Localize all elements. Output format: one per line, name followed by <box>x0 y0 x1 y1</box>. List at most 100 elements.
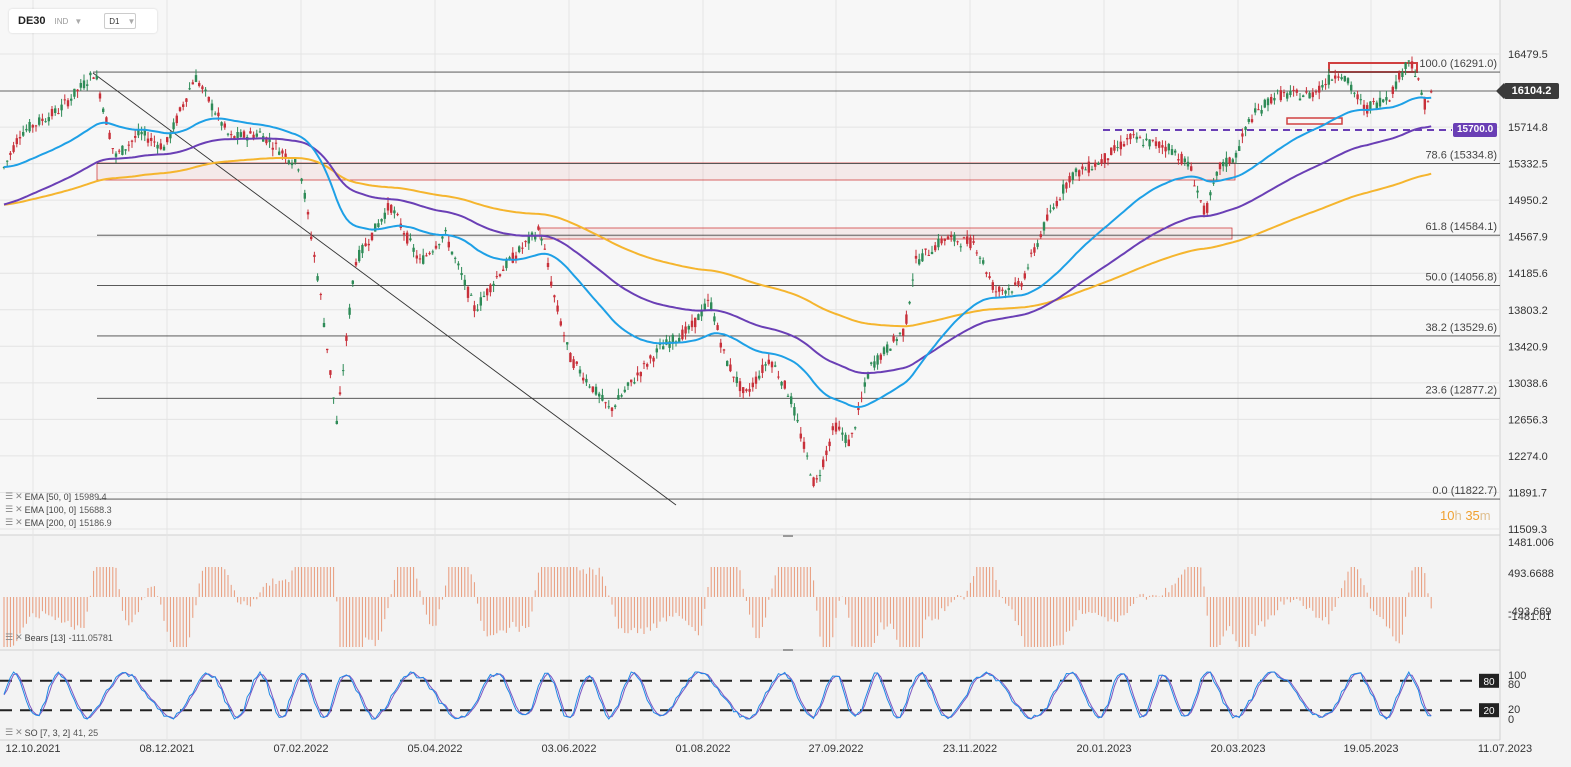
timer-hours-unit: h <box>1454 508 1462 523</box>
candle-body <box>428 252 431 255</box>
settings-icon[interactable]: ☰ <box>5 727 13 737</box>
settings-icon[interactable]: ☰ <box>5 504 13 514</box>
close-icon[interactable]: ✕ <box>15 632 22 642</box>
candle-body <box>1308 92 1311 99</box>
settings-icon[interactable]: ☰ <box>5 517 13 527</box>
candle-body <box>1046 214 1049 221</box>
legend-bears[interactable]: ☰ ✕ Bears [13] -111.05781 <box>5 632 113 643</box>
candle-body <box>1340 77 1343 80</box>
time-axis-label: 19.05.2023 <box>1343 743 1398 755</box>
candle-body <box>73 88 76 97</box>
candle-body <box>12 145 15 152</box>
candle-body <box>1081 166 1084 170</box>
candle-body <box>268 139 271 143</box>
candle-body <box>1362 104 1366 110</box>
candle-body <box>521 247 524 249</box>
candle-body <box>204 89 207 91</box>
candle-body <box>409 238 412 241</box>
bears-axis-label: 493.6688 <box>1508 568 1554 580</box>
candle-body <box>738 381 742 392</box>
candle-body <box>89 72 92 76</box>
candle-body <box>566 342 569 345</box>
candle-body <box>1164 146 1167 152</box>
candle-body <box>207 96 210 102</box>
candle-body <box>1215 171 1218 176</box>
candle-body <box>1167 143 1170 151</box>
candle-body <box>1430 91 1433 93</box>
instrument-class: IND <box>54 16 69 26</box>
candle-body <box>1177 159 1180 161</box>
legend-ema100[interactable]: ☰ ✕ EMA [100, 0] 15688.3 <box>5 504 112 515</box>
candle-body <box>620 395 623 397</box>
candle-body <box>892 336 895 342</box>
candle-body <box>1094 162 1097 167</box>
legend-label: EMA [50, 0] <box>24 491 72 502</box>
candle-body <box>1311 92 1314 98</box>
candle-body <box>1279 90 1282 101</box>
candle-body <box>380 219 383 222</box>
legend-so[interactable]: ☰ ✕ SO [7, 3, 2] 41, 25 <box>5 727 98 738</box>
candle-body <box>598 393 601 397</box>
candle-body <box>1071 172 1074 181</box>
candle-body <box>188 88 191 90</box>
chevron-down-icon[interactable]: ▼ <box>74 16 83 26</box>
candle-body <box>1250 119 1254 123</box>
candle-body <box>306 211 310 215</box>
candle-body <box>1228 157 1231 164</box>
candle-body <box>1266 98 1270 106</box>
legend-ema50[interactable]: ☰ ✕ EMA [50, 0] 15989.4 <box>5 491 107 502</box>
candle-body <box>751 382 754 388</box>
symbol-label[interactable]: DE30 <box>18 15 46 27</box>
timeframe-select[interactable]: D1 ▼ <box>104 13 137 29</box>
resistance-zone <box>539 227 1233 240</box>
candle-body <box>34 125 38 127</box>
chevron-down-icon: ▼ <box>127 16 136 26</box>
candle-body <box>937 238 940 248</box>
candle-body <box>847 439 850 447</box>
settings-icon[interactable]: ☰ <box>5 491 13 501</box>
settings-icon[interactable]: ☰ <box>5 632 13 642</box>
candle-body <box>726 360 729 367</box>
candle-body <box>1161 145 1164 148</box>
candle-body <box>274 142 278 144</box>
candle-body <box>930 251 934 255</box>
close-icon[interactable]: ✕ <box>15 517 22 527</box>
so-axis-label: 80 <box>1508 679 1520 691</box>
candle-body <box>1286 93 1289 99</box>
so-axis-label: 20 <box>1508 704 1520 716</box>
ema-lines <box>3 96 1432 409</box>
candle-body <box>518 246 521 253</box>
candle-body <box>498 274 502 277</box>
candle-body <box>169 132 172 139</box>
candle-body <box>950 235 953 238</box>
so-d-line <box>3 671 1432 720</box>
candle-body <box>758 375 761 379</box>
candle-body <box>412 247 415 252</box>
candle-body <box>495 276 498 278</box>
fib-label: 38.2 (13529.6) <box>1425 322 1497 334</box>
candle-body <box>1004 290 1007 294</box>
candle-body <box>553 295 556 298</box>
candle-body <box>732 376 735 378</box>
candle-body <box>918 259 921 265</box>
candle-body <box>706 299 710 301</box>
candle-body <box>390 204 393 213</box>
candle-body <box>252 134 255 139</box>
candle-body <box>1001 289 1004 291</box>
candle-body <box>1020 283 1023 287</box>
close-icon[interactable]: ✕ <box>15 491 22 501</box>
candle-body <box>361 245 364 254</box>
candle-body <box>1084 169 1087 171</box>
candle-body <box>258 131 262 133</box>
price-panel-bg <box>0 0 1500 535</box>
close-icon[interactable]: ✕ <box>15 504 22 514</box>
legend-ema200[interactable]: ☰ ✕ EMA [200, 0] 15186.9 <box>5 517 112 528</box>
candle-body <box>434 245 438 249</box>
candle-body <box>825 450 828 456</box>
close-icon[interactable]: ✕ <box>15 727 22 737</box>
candle-body <box>178 107 182 111</box>
instrument-toolbar[interactable]: DE30 IND ▼ D1 ▼ <box>9 9 157 33</box>
candle-body <box>585 378 588 383</box>
bar-countdown-timer: 10h 35m <box>1440 508 1491 523</box>
